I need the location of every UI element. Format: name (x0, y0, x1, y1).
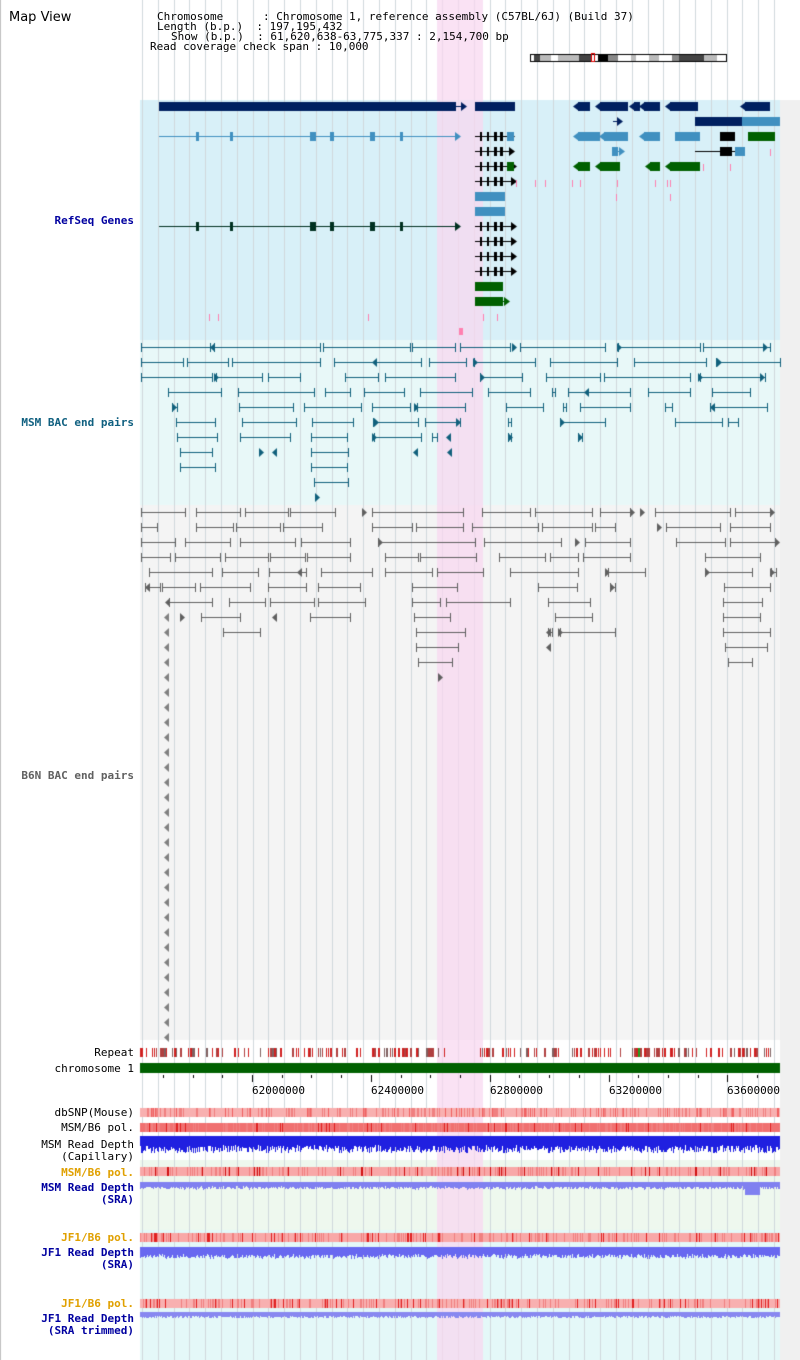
track-label-jf1-depth: JF1 Read Depth (41, 1246, 134, 1259)
axis-tick-label: 62400000 (371, 1084, 424, 1097)
coverage-span-info: Read coverage check span : 10,000 (150, 40, 369, 53)
chromosome-info: Chromosome : Chromosome 1, reference ass… (157, 10, 634, 23)
track-label-repeat: Repeat (94, 1046, 134, 1059)
track-label-msm-depth-cap-sub: (Capillary) (61, 1150, 134, 1163)
chromosome-ideogram[interactable] (529, 53, 727, 62)
axis-tick-label: 62000000 (252, 1084, 305, 1097)
track-label-jf1-depth-trimmed-sub: (SRA trimmed) (47, 1324, 134, 1337)
track-label-refseq[interactable]: RefSeq Genes (54, 214, 134, 227)
track-label-msm-depth-sra-sub: (SRA) (100, 1193, 134, 1206)
track-label-msm-pol: MSM/B6 pol. (61, 1121, 134, 1134)
axis-tick-label: 63600000 (727, 1084, 780, 1097)
track-label-msm-depth-sra: MSM Read Depth (41, 1181, 134, 1194)
track-label-msm-pol-sra: MSM/B6 pol. (61, 1166, 134, 1179)
track-label-msm-bac[interactable]: MSM BAC end pairs (21, 416, 134, 429)
track-label-chromosome: chromosome 1 (54, 1062, 134, 1075)
track-label-msm-depth-cap: MSM Read Depth (41, 1138, 134, 1151)
axis-tick-label: 62800000 (490, 1084, 543, 1097)
track-label-b6n-bac[interactable]: B6N BAC end pairs (21, 769, 134, 782)
track-label-jf1-depth-sub: (SRA) (100, 1258, 134, 1271)
length-info: Length (b.p.) : 197,195,432 (157, 20, 343, 33)
track-label-jf1-pol: JF1/B6 pol. (61, 1231, 134, 1244)
page-title: Map View (9, 10, 72, 25)
track-label-jf1-pol-trimmed: JF1/B6 pol. (61, 1297, 134, 1310)
track-label-jf1-depth-trimmed: JF1 Read Depth (41, 1312, 134, 1325)
axis-tick-label: 63200000 (609, 1084, 662, 1097)
track-label-dbsnp: dbSNP(Mouse) (54, 1106, 134, 1119)
show-range-info: Show (b.p.) : 61,620,638-63,775,337 : 2,… (171, 30, 509, 43)
